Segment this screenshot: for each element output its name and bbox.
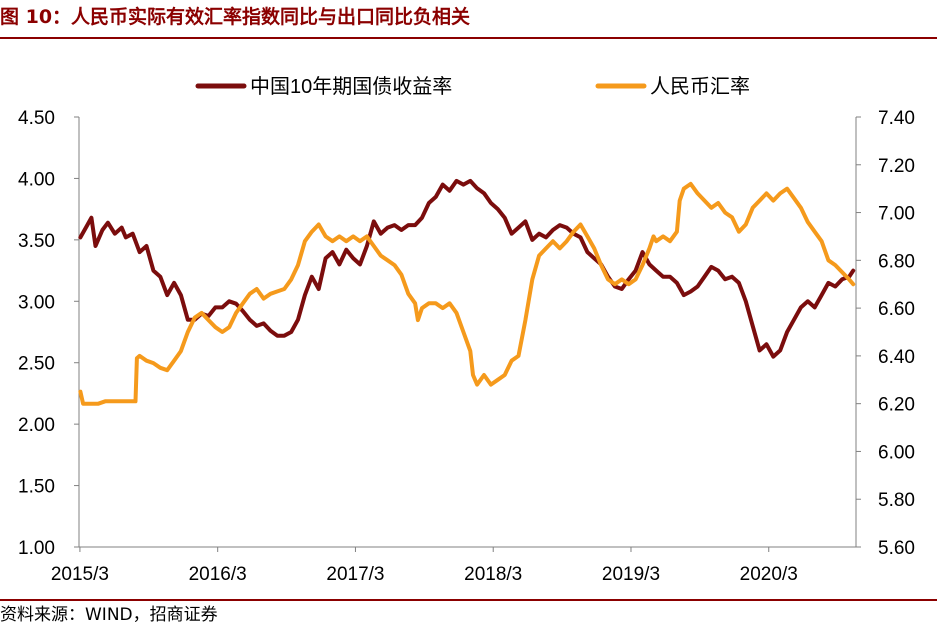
y-right-tick-label: 6.00 bbox=[878, 442, 915, 463]
series-layer bbox=[78, 178, 856, 406]
y-right-tick-label: 7.40 bbox=[878, 108, 915, 129]
y-right-tick-label: 6.60 bbox=[878, 299, 915, 320]
y-right-tick-label: 6.20 bbox=[878, 395, 915, 416]
y-left-tick-label: 3.00 bbox=[18, 292, 55, 313]
dual-axis-line-chart: 中国10年期国债收益率 人民币汇率 1.00 1.50 2.00 2.50 3.00 3.5… bbox=[18, 75, 915, 585]
y-left-tick-label: 4.50 bbox=[18, 108, 55, 129]
y-right-tick-label: 7.00 bbox=[878, 204, 915, 225]
legend-label-bond-yield: 中国10年期国债收益率 bbox=[250, 75, 452, 98]
series-line-rmb-fx bbox=[78, 181, 856, 406]
figure-title: 图 10：人民币实际有效汇率指数同比与出口同比负相关 bbox=[0, 6, 471, 28]
y-right-tick-label: 5.80 bbox=[878, 490, 915, 511]
y-right-tick-label: 6.40 bbox=[878, 347, 915, 368]
y-left-tick-label: 3.50 bbox=[18, 231, 55, 252]
x-tick-label: 2016/3 bbox=[189, 564, 247, 585]
y-left-tick-label: 2.00 bbox=[18, 415, 55, 436]
y-left-tick-label: 4.00 bbox=[18, 169, 55, 190]
series-line-bond-yield bbox=[78, 178, 856, 359]
x-tick-label: 2017/3 bbox=[326, 564, 384, 585]
axes: 1.00 1.50 2.00 2.50 3.00 3.50 4.00 4.50 5.60 5.80… bbox=[18, 108, 915, 585]
source-rule bbox=[0, 599, 937, 601]
y-left-tick-label: 1.00 bbox=[18, 538, 55, 559]
y-right-tick-label: 7.20 bbox=[878, 156, 915, 177]
y-left-tick-label: 1.50 bbox=[18, 477, 55, 498]
y-right-tick-label: 6.80 bbox=[878, 251, 915, 272]
x-tick-label: 2015/3 bbox=[51, 564, 109, 585]
source-note: 资料来源：WIND，招商证券 bbox=[0, 605, 218, 625]
x-tick-label: 2019/3 bbox=[602, 564, 660, 585]
y-right-tick-label: 5.60 bbox=[878, 538, 915, 559]
title-rule bbox=[0, 37, 937, 39]
x-tick-label: 2020/3 bbox=[740, 564, 798, 585]
x-tick-label: 2018/3 bbox=[464, 564, 522, 585]
legend: 中国10年期国债收益率 人民币汇率 bbox=[195, 75, 750, 98]
legend-label-rmb-fx: 人民币汇率 bbox=[650, 75, 750, 98]
y-left-tick-label: 2.50 bbox=[18, 354, 55, 375]
